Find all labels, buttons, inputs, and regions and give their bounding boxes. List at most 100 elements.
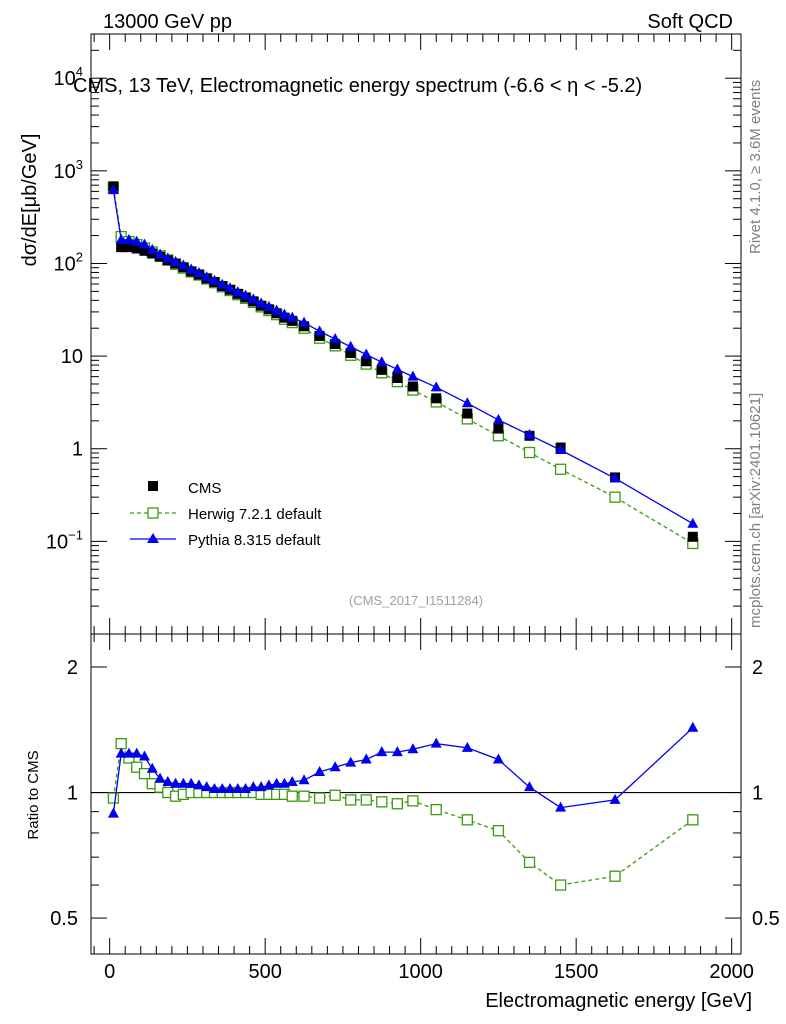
- main-y-tick-label: 10: [61, 346, 83, 368]
- ratio-pythia-point: [185, 777, 197, 788]
- pythia-line: [112, 189, 694, 525]
- legend-herwig: Herwig 7.2.1 default: [130, 506, 322, 523]
- cms-point: [431, 393, 442, 404]
- ratio-herwig-point: [286, 790, 298, 802]
- header-left: 13000 GeV pp: [103, 11, 232, 33]
- ratio-pythia-point: [131, 747, 143, 758]
- ratio-pythia-point: [123, 747, 135, 758]
- pythia-point: [216, 278, 228, 289]
- herwig-point: [554, 463, 567, 475]
- legend-pythia: Pythia 8.315 default: [130, 532, 321, 549]
- pythia-point: [263, 300, 275, 311]
- ratio-pythia-point: [193, 779, 205, 790]
- pythia-point: [247, 293, 259, 304]
- ratio-pythia-point: [146, 762, 158, 773]
- ratio-pythia-point: [286, 775, 298, 786]
- ratio-pythia-point: [329, 761, 341, 772]
- ratio-pythia-point: [201, 781, 213, 792]
- pythia-point: [107, 184, 119, 195]
- pythia-point: [492, 413, 504, 424]
- cms-point: [361, 356, 372, 367]
- pythia-point: [123, 233, 135, 244]
- ratio-herwig-point: [687, 814, 699, 826]
- pythia-point: [201, 271, 213, 282]
- ratio-herwig-point: [461, 814, 473, 826]
- ratio-y-tick-label-right: 1: [752, 783, 763, 805]
- ratio-herwig-point: [554, 879, 567, 891]
- legend-cms: CMS: [148, 480, 221, 497]
- x-tick-label: 0: [104, 961, 115, 983]
- pythia-point: [255, 297, 267, 308]
- pythia-point: [345, 340, 357, 351]
- ratio-y-tick-label-right: 0.5: [752, 908, 780, 930]
- mcplots-label: mcplots.cern.ch [arXiv:2401.10621]: [747, 393, 764, 628]
- pythia-point: [407, 370, 419, 381]
- ratio-pythia-point: [492, 753, 504, 764]
- ratio-pythia-point: [461, 741, 473, 752]
- pythia-point: [524, 428, 536, 439]
- pythia-point: [240, 289, 252, 300]
- ratio-pythia-point: [687, 721, 699, 732]
- ratio-herwig-point: [391, 798, 403, 810]
- pythia-point: [314, 325, 326, 336]
- pythia-point: [278, 308, 290, 319]
- pythia-point: [430, 381, 442, 392]
- main-y-tick-label: 10−1: [46, 527, 83, 553]
- pythia-point: [391, 363, 403, 374]
- x-tick-label: 1500: [554, 961, 599, 983]
- ratio-herwig-point: [138, 767, 151, 780]
- ratio-herwig-point: [115, 737, 127, 750]
- legend-herwig-label: Herwig 7.2.1 default: [188, 506, 322, 523]
- ratio-y-axis: 0.5 0.5 1 1 2 2: [50, 657, 780, 930]
- ratio-pythia-point: [314, 766, 326, 777]
- cms-point: [330, 339, 341, 350]
- ratio-pythia-point: [208, 782, 220, 793]
- ratio-series-group: [107, 721, 699, 891]
- ratio-pythia-point: [555, 801, 567, 812]
- ratio-pythia-point: [177, 777, 189, 788]
- pythia-point: [232, 286, 244, 297]
- analysis-tag: (CMS_2017_I1511284): [349, 593, 483, 608]
- pythia-point: [177, 259, 189, 270]
- ratio-pythia-point: [115, 747, 127, 758]
- ratio-herwig-point: [313, 792, 326, 804]
- pythia-point: [286, 311, 298, 322]
- pythia-point: [185, 263, 197, 274]
- ratio-herwig-line: [112, 741, 694, 886]
- ratio-pythia-point: [170, 777, 182, 788]
- ratio-herwig-point: [609, 870, 621, 882]
- header-right: Soft QCD: [647, 11, 733, 33]
- pythia-point: [208, 274, 220, 285]
- ratio-pythia-point: [407, 743, 419, 754]
- ratio-y-tick-label-left: 0.5: [50, 908, 78, 930]
- cms-point: [139, 245, 150, 256]
- legend-pythia-label: Pythia 8.315 default: [188, 532, 321, 549]
- ratio-pythia-point: [430, 737, 442, 748]
- ratio-pythia-point: [247, 781, 259, 792]
- pythia-point: [609, 472, 621, 483]
- ratio-x-axis: 0 500 1000 1500 2000: [93, 634, 754, 983]
- main-y-tick-label: 1: [72, 439, 83, 461]
- rivet-label: Rivet 4.1.0, ≥ 3.6M events: [747, 80, 764, 254]
- cms-point: [392, 373, 403, 384]
- ratio-y-label: Ratio to CMS: [25, 750, 42, 839]
- cms-point: [376, 364, 387, 375]
- pythia-point: [115, 233, 127, 244]
- pythia-point: [138, 238, 150, 249]
- ratio-herwig-point: [523, 856, 536, 869]
- pythia-point: [376, 356, 388, 367]
- ratio-pythia-point: [216, 782, 228, 793]
- herwig-point: [609, 491, 621, 503]
- cms-point: [493, 423, 504, 434]
- ratio-y-tick-label-right: 2: [752, 657, 763, 679]
- ratio-herwig-point: [376, 796, 388, 808]
- x-tick-label: 2000: [709, 961, 754, 983]
- main-y-tick-label: 102: [54, 249, 83, 275]
- pythia-point: [461, 397, 473, 408]
- ratio-pythia-line: [112, 727, 694, 814]
- ratio-herwig-point: [407, 795, 419, 807]
- ratio-pythia-point: [162, 775, 174, 786]
- pythia-point: [170, 255, 182, 266]
